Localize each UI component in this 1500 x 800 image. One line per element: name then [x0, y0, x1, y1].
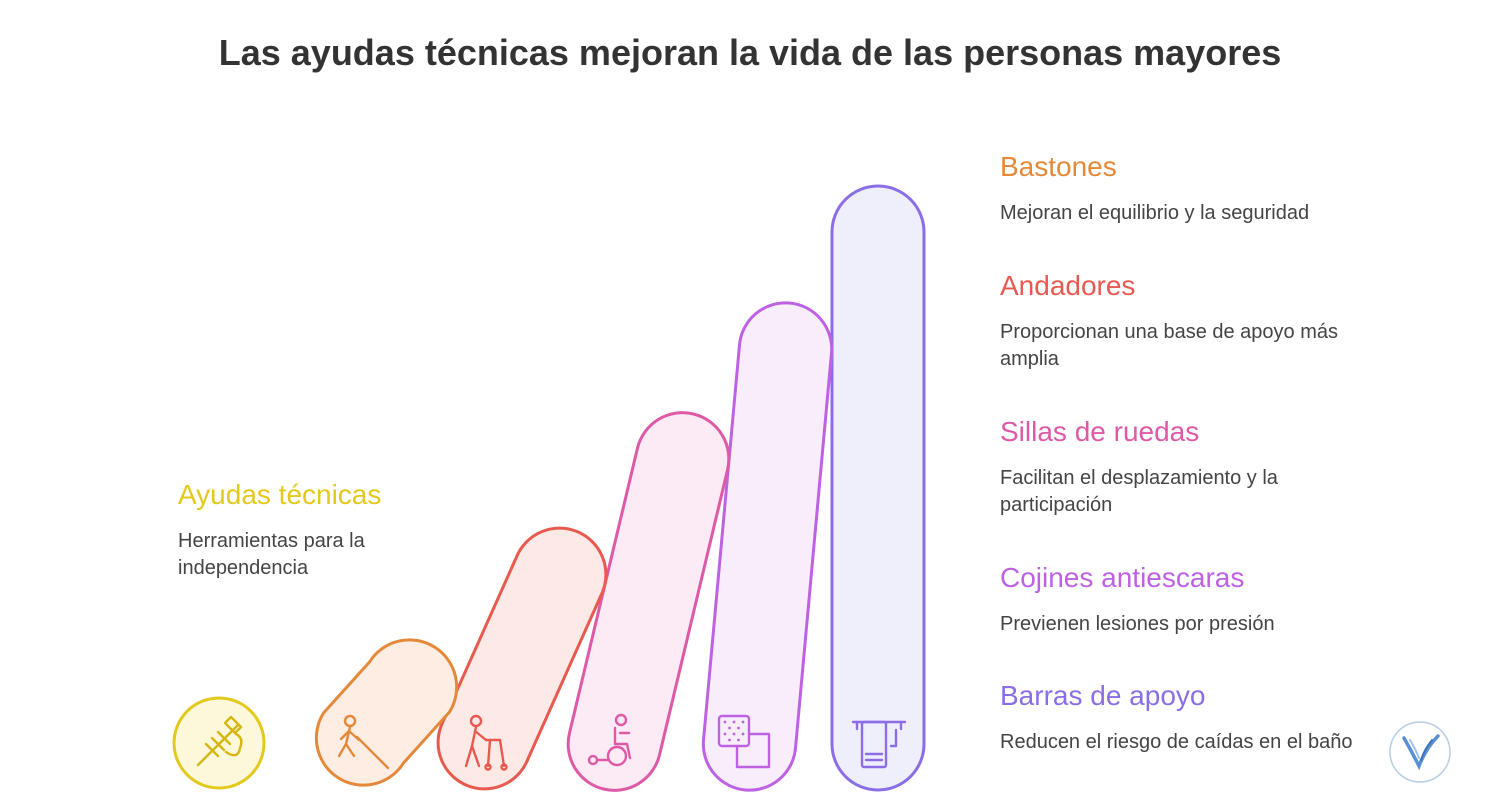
pill-bastones	[314, 638, 459, 787]
pill-barras-de-apoyo	[830, 184, 926, 792]
cane-user-icon	[337, 714, 390, 770]
item-description: Previenen lesiones por presión	[1000, 613, 1275, 635]
walker-icon	[464, 714, 508, 771]
grab-bar-icon	[851, 720, 907, 769]
root-description: Herramientas para la independencia	[178, 530, 365, 579]
label-sillas-de-ruedas: Sillas de ruedas Facilitan el desplazami…	[1000, 415, 1370, 519]
wheelchair-icon	[587, 713, 632, 767]
item-heading: Bastones	[1000, 151, 1117, 182]
tools-icon	[196, 715, 243, 767]
root-label: Ayudas técnicas Herramientas para la ind…	[178, 478, 478, 582]
item-description: Proporcionan una base de apoyo más ampli…	[1000, 321, 1339, 370]
label-cojines-antiescaras: Cojines antiescaras Previenen lesiones p…	[1000, 561, 1370, 638]
item-description: Facilitan el desplazamiento y la partici…	[1000, 467, 1278, 516]
root-heading: Ayudas técnicas	[178, 479, 382, 510]
item-description: Reducen el riesgo de caídas en el baño	[1000, 731, 1353, 753]
item-heading: Andadores	[1000, 270, 1136, 301]
label-bastones: Bastones Mejoran el equilibrio y la segu…	[1000, 150, 1370, 227]
page-title: Las ayudas técnicas mejoran la vida de l…	[218, 32, 1282, 73]
pill-cojines-antiescaras	[701, 301, 834, 792]
pill-sillas-de-ruedas	[566, 411, 731, 792]
label-andadores: Andadores Proporcionan una base de apoyo…	[1000, 269, 1370, 373]
item-heading: Barras de apoyo	[1000, 680, 1206, 711]
item-heading: Cojines antiescaras	[1000, 562, 1245, 593]
cushion-icon	[717, 714, 771, 769]
item-description: Mejoran el equilibrio y la seguridad	[1000, 202, 1310, 224]
vital-senior-logo	[1389, 721, 1451, 783]
label-barras-de-apoyo: Barras de apoyo Reducen el riesgo de caí…	[1000, 679, 1370, 756]
item-heading: Sillas de ruedas	[1000, 416, 1200, 447]
